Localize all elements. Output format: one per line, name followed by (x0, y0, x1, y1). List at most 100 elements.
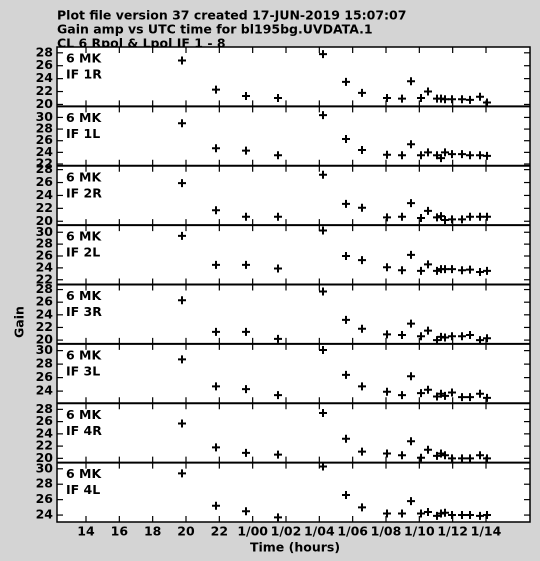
data-point (407, 437, 415, 446)
data-point (212, 443, 220, 452)
y-tick-label: 20 (36, 213, 54, 228)
data-point (319, 170, 327, 179)
data-point (424, 507, 432, 516)
x-axis-label: Time (hours) (250, 540, 340, 555)
y-tick-label: 28 (36, 121, 53, 136)
data-point (483, 212, 491, 221)
data-point (424, 326, 432, 335)
y-tick-label: 26 (36, 248, 54, 263)
data-point (458, 95, 466, 104)
data-point (358, 382, 366, 391)
y-tick-label: 22 (36, 83, 53, 98)
data-point (398, 509, 406, 518)
y-tick-label: 22 (36, 319, 53, 334)
data-point (424, 385, 432, 394)
data-point (441, 265, 449, 274)
data-point (483, 511, 491, 520)
data-point (383, 93, 391, 102)
data-point (483, 266, 491, 275)
data-point (383, 387, 391, 396)
data-point (448, 388, 456, 397)
data-point (424, 260, 432, 269)
x-tick-label: 1/06 (337, 524, 368, 539)
y-tick-label: 22 (36, 271, 53, 286)
data-point (458, 454, 466, 463)
data-point (274, 391, 282, 400)
panel-label: 6 MK (66, 229, 102, 244)
data-point (398, 94, 406, 103)
data-point (483, 334, 491, 343)
y-tick-label: 20 (36, 332, 54, 347)
data-point (441, 508, 449, 517)
data-point (383, 449, 391, 458)
data-point (383, 509, 391, 518)
y-tick-label: 28 (36, 161, 53, 176)
x-tick-label: 20 (177, 524, 195, 539)
y-tick-label: 24 (36, 383, 54, 398)
x-tick-label: 1/04 (304, 524, 335, 539)
data-point (441, 451, 449, 460)
x-tick-label: 22 (211, 524, 228, 539)
data-point (476, 389, 484, 398)
y-tick-label: 22 (36, 438, 53, 453)
data-point (417, 389, 425, 398)
data-point (342, 315, 350, 324)
data-point (178, 469, 186, 478)
data-point (437, 154, 445, 163)
data-point (398, 331, 406, 340)
data-point (358, 447, 366, 456)
y-tick-label: 28 (36, 356, 53, 371)
data-point (448, 511, 456, 520)
data-point (458, 150, 466, 159)
data-point (448, 265, 456, 274)
data-point (441, 333, 449, 342)
y-tick-label: 28 (36, 476, 53, 491)
data-point (342, 134, 350, 143)
data-point (274, 450, 282, 459)
data-point (212, 260, 220, 269)
data-point (441, 95, 449, 104)
panel-label: 6 MK (66, 466, 102, 481)
data-point (212, 85, 220, 94)
data-point (358, 324, 366, 333)
data-point (342, 252, 350, 260)
panel-label: IF 1L (66, 126, 100, 141)
data-point (242, 212, 250, 221)
data-point (358, 503, 366, 512)
x-tick-label: 1/00 (237, 524, 268, 539)
data-point (417, 93, 425, 102)
x-tick-label: 1/08 (371, 524, 402, 539)
panel-label: IF 4R (66, 423, 102, 438)
title-line: Plot file version 37 created 17-JUN-2019… (57, 8, 406, 23)
y-tick-label: 26 (36, 174, 54, 189)
y-tick-label: 26 (36, 57, 54, 72)
panel-label: 6 MK (66, 51, 102, 66)
data-point (358, 146, 366, 155)
data-point (407, 319, 415, 328)
y-tick-label: 24 (36, 507, 54, 522)
data-point (274, 93, 282, 102)
data-point (424, 206, 432, 215)
data-point (433, 213, 441, 222)
panel-label: 6 MK (66, 347, 102, 362)
y-tick-label: 30 (36, 109, 54, 124)
y-tick-label: 30 (36, 342, 54, 357)
data-point (358, 256, 366, 265)
y-tick-label: 24 (36, 306, 54, 321)
data-point (466, 212, 474, 221)
data-point (448, 95, 456, 104)
data-point (448, 215, 456, 224)
data-point (398, 212, 406, 221)
data-point (466, 151, 474, 160)
data-point (319, 409, 327, 418)
data-point (242, 260, 250, 269)
data-point (483, 151, 491, 160)
data-point (458, 215, 466, 224)
data-point (398, 151, 406, 160)
data-point (417, 332, 425, 341)
data-point (212, 327, 220, 336)
data-point (407, 199, 415, 208)
data-point (358, 88, 366, 97)
x-tick-label: 16 (111, 524, 129, 539)
data-point (407, 250, 415, 259)
